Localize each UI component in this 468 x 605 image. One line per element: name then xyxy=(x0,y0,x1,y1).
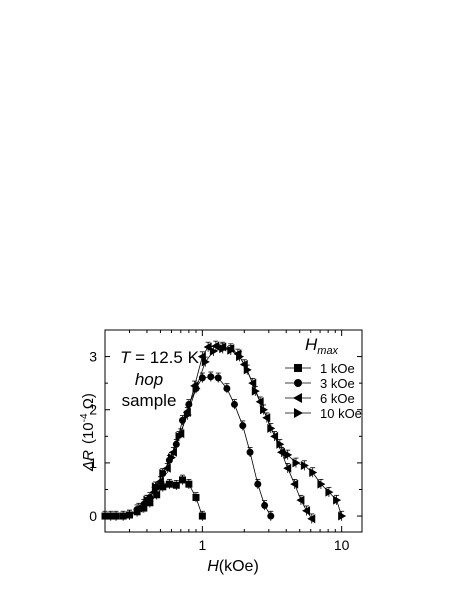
plot-frame xyxy=(104,329,363,533)
legend-marker xyxy=(294,379,302,387)
y-axis-label-symbol: ΔR xyxy=(80,450,97,472)
data-point xyxy=(112,512,120,520)
y-tick-label: 3 xyxy=(89,349,97,365)
data-point xyxy=(107,512,115,520)
x-tick-label: 10 xyxy=(334,537,350,553)
legend-title: Hmax xyxy=(305,335,339,357)
data-point xyxy=(284,450,293,460)
data-point xyxy=(203,342,212,352)
data-point xyxy=(162,463,171,473)
data-point xyxy=(101,512,109,520)
data-point xyxy=(333,495,342,505)
data-point xyxy=(236,352,245,362)
data-point xyxy=(276,439,285,449)
sample-annotation: sample xyxy=(122,391,177,410)
data-point xyxy=(209,346,218,356)
data-point xyxy=(277,447,286,457)
legend-label: 3 kOe xyxy=(320,376,355,391)
legend-label: 1 kOe xyxy=(320,361,355,376)
x-axis-label-unit: (kOe) xyxy=(219,558,259,575)
legend-marker xyxy=(294,408,303,418)
x-axis-label: H(kOe) xyxy=(207,558,259,575)
data-point xyxy=(192,493,200,501)
data-point xyxy=(155,477,164,486)
y-axis-label-unit-open: (10 xyxy=(80,422,97,444)
data-point xyxy=(260,405,269,415)
data-point xyxy=(283,463,292,473)
data-point xyxy=(243,365,252,375)
y-tick-label: 2 xyxy=(89,402,97,418)
data-point xyxy=(175,431,184,441)
data-point xyxy=(338,511,347,521)
data-point xyxy=(159,483,167,491)
data-point xyxy=(230,400,238,408)
data-point xyxy=(134,503,143,513)
data-point xyxy=(254,480,262,488)
legend-label: 6 kOe xyxy=(320,391,355,406)
data-point xyxy=(270,431,279,441)
data-point xyxy=(172,481,180,489)
y-tick-label: 0 xyxy=(89,508,97,524)
legend-marker xyxy=(293,393,302,403)
data-point xyxy=(185,480,193,488)
data-point xyxy=(178,476,186,484)
data-point xyxy=(317,479,326,489)
data-point xyxy=(165,480,173,488)
data-point xyxy=(307,514,316,524)
temperature-symbol: T xyxy=(120,348,132,367)
data-point xyxy=(119,512,127,520)
y-axis-label: ΔR (10-4 Ω) xyxy=(79,393,97,472)
temperature-value: = 12.5 K xyxy=(130,348,199,367)
data-point xyxy=(302,506,311,516)
legend-label: 10 kOe xyxy=(320,406,362,421)
data-point xyxy=(207,373,215,381)
data-point xyxy=(192,383,201,393)
temperature-annotation: T = 12.5 K xyxy=(120,348,200,367)
y-axis-label-unit-close: Ω) xyxy=(80,393,97,413)
data-point xyxy=(201,357,210,367)
data-point xyxy=(151,482,160,492)
data-point xyxy=(267,512,275,520)
data-point xyxy=(143,495,152,505)
data-point xyxy=(214,374,222,382)
x-tick-label: 1 xyxy=(198,537,206,553)
data-point xyxy=(183,410,192,420)
data-point xyxy=(292,458,301,468)
data-point xyxy=(309,467,318,477)
data-point xyxy=(167,453,176,463)
data-point xyxy=(159,469,168,479)
data-point xyxy=(251,386,260,396)
data-point xyxy=(126,511,134,519)
legend-title-subscript: max xyxy=(317,345,338,357)
data-point xyxy=(267,423,276,433)
data-point xyxy=(325,487,334,497)
data-point xyxy=(261,501,269,509)
data-point xyxy=(211,341,220,351)
plot-area: 0 1 2 3 1 10 xyxy=(89,329,363,553)
data-point xyxy=(219,344,228,354)
hop-annotation: hop xyxy=(135,370,163,389)
data-point xyxy=(198,512,206,520)
legend-marker xyxy=(294,364,302,372)
x-axis-label-symbol: H xyxy=(207,558,219,575)
data-point xyxy=(223,384,231,392)
data-point xyxy=(296,495,305,505)
data-point xyxy=(290,479,299,489)
data-point xyxy=(300,461,309,471)
data-point xyxy=(246,448,254,456)
y-tick-label: 1 xyxy=(89,455,97,471)
y-axis-label-unit-exp: -4 xyxy=(79,413,90,422)
data-point xyxy=(239,422,247,430)
data-point xyxy=(227,345,236,355)
legend-title-main: H xyxy=(305,335,318,354)
series-line xyxy=(138,345,313,519)
